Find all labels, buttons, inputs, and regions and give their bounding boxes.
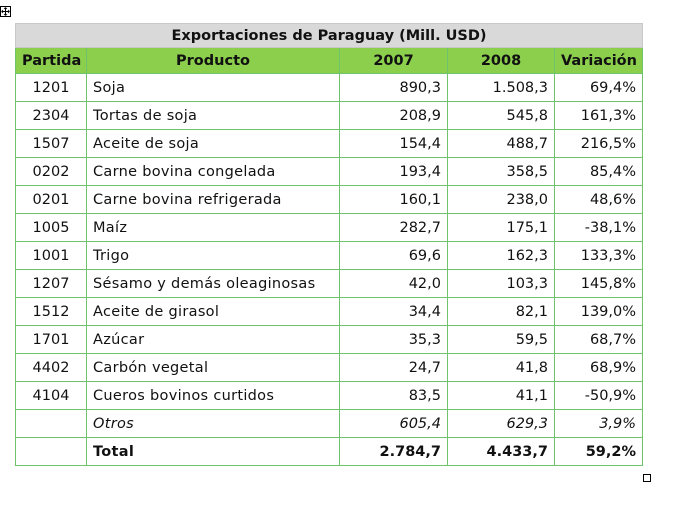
cell-2008: 162,3: [447, 241, 555, 270]
cell-producto: Otros: [86, 409, 340, 438]
column-header-partida: Partida: [15, 47, 87, 74]
cell-2008: 59,5: [447, 325, 555, 354]
cell-partida: 0202: [15, 157, 87, 186]
cell-variacion: 216,5%: [553, 129, 644, 158]
cell-2008: 103,3: [447, 269, 555, 298]
cell-2007: 2.784,7: [339, 437, 448, 466]
table-row: 2304 Tortas de soja 208,9 545,8 161,3%: [15, 101, 644, 130]
cell-2008: 545,8: [447, 101, 555, 130]
cell-partida: 4104: [15, 381, 87, 410]
cell-2007: 282,7: [339, 213, 448, 242]
column-header-producto: Producto: [86, 47, 340, 74]
table-move-handle-icon[interactable]: [0, 6, 11, 17]
cell-2007: 42,0: [339, 269, 448, 298]
cell-producto: Maíz: [86, 213, 340, 242]
cell-2007: 154,4: [339, 129, 448, 158]
table-row: 1201 Soja 890,3 1.508,3 69,4%: [15, 73, 644, 102]
cell-2008: 358,5: [447, 157, 555, 186]
cell-producto: Aceite de soja: [86, 129, 340, 158]
cell-variacion: -50,9%: [553, 381, 644, 410]
cell-producto: Azúcar: [86, 325, 340, 354]
cell-variacion: 68,7%: [553, 325, 644, 354]
exports-table: Exportaciones de Paraguay (Mill. USD) Pa…: [14, 23, 644, 466]
cell-partida: 1207: [15, 269, 87, 298]
table-resize-handle-icon[interactable]: [643, 474, 651, 482]
table-header-row: Partida Producto 2007 2008 Variación: [15, 47, 644, 74]
cell-producto: Cueros bovinos curtidos: [86, 381, 340, 410]
table-row: Otros 605,4 629,3 3,9%: [15, 409, 644, 438]
table-row: 1512 Aceite de girasol 34,4 82,1 139,0%: [15, 297, 644, 326]
cell-2007: 605,4: [339, 409, 448, 438]
cell-2008: 41,1: [447, 381, 555, 410]
cell-2008: 4.433,7: [447, 437, 555, 466]
cell-producto: Soja: [86, 73, 340, 102]
cell-variacion: 85,4%: [553, 157, 644, 186]
cell-partida: 1701: [15, 325, 87, 354]
column-header-2008: 2008: [447, 47, 555, 74]
cell-2008: 629,3: [447, 409, 555, 438]
table-row: 0202 Carne bovina congelada 193,4 358,5 85,4…: [15, 157, 644, 186]
cell-partida: 1005: [15, 213, 87, 242]
column-header-2007: 2007: [339, 47, 448, 74]
cell-2008: 82,1: [447, 297, 555, 326]
cell-producto: Trigo: [86, 241, 340, 270]
table-row: 1001 Trigo 69,6 162,3 133,3%: [15, 241, 644, 270]
cell-producto: Tortas de soja: [86, 101, 340, 130]
cell-variacion: 139,0%: [553, 297, 644, 326]
table-row: 1005 Maíz 282,7 175,1 -38,1%: [15, 213, 644, 242]
column-header-variacion: Variación: [553, 47, 644, 74]
cell-2008: 1.508,3: [447, 73, 555, 102]
cell-2007: 35,3: [339, 325, 448, 354]
cell-2008: 175,1: [447, 213, 555, 242]
cell-partida: [15, 437, 87, 466]
cell-partida: 1507: [15, 129, 87, 158]
cell-2008: 41,8: [447, 353, 555, 382]
cell-variacion: 48,6%: [553, 185, 644, 214]
cell-producto: Aceite de girasol: [86, 297, 340, 326]
table-row: 4402 Carbón vegetal 24,7 41,8 68,9%: [15, 353, 644, 382]
cell-partida: 1001: [15, 241, 87, 270]
table-row: 1507 Aceite de soja 154,4 488,7 216,5%: [15, 129, 644, 158]
table-row: 0201 Carne bovina refrigerada 160,1 238,0 48…: [15, 185, 644, 214]
cell-variacion: 59,2%: [553, 437, 644, 466]
cell-producto: Carne bovina congelada: [86, 157, 340, 186]
cell-variacion: -38,1%: [553, 213, 644, 242]
cell-producto: Carbón vegetal: [86, 353, 340, 382]
cell-2007: 160,1: [339, 185, 448, 214]
cell-partida: 0201: [15, 185, 87, 214]
cell-partida: 1512: [15, 297, 87, 326]
cell-producto: Sésamo y demás oleaginosas: [86, 269, 340, 298]
cell-2008: 488,7: [447, 129, 555, 158]
table-row: 1207 Sésamo y demás oleaginosas 42,0 103,3 1…: [15, 269, 644, 298]
cell-2007: 193,4: [339, 157, 448, 186]
cell-variacion: 145,8%: [553, 269, 644, 298]
cell-partida: 2304: [15, 101, 87, 130]
cell-variacion: 161,3%: [553, 101, 644, 130]
table-body: 1201 Soja 890,3 1.508,3 69,4% 2304 Tortas de s…: [15, 73, 644, 466]
cell-producto: Carne bovina refrigerada: [86, 185, 340, 214]
cell-producto: Total: [86, 437, 340, 466]
cell-partida: [15, 409, 87, 438]
cell-variacion: 3,9%: [553, 409, 644, 438]
cell-variacion: 69,4%: [553, 73, 644, 102]
table-row: Total 2.784,7 4.433,7 59,2%: [15, 437, 644, 466]
cell-variacion: 133,3%: [553, 241, 644, 270]
cell-2007: 24,7: [339, 353, 448, 382]
cell-partida: 4402: [15, 353, 87, 382]
cell-2008: 238,0: [447, 185, 555, 214]
table-row: 1701 Azúcar 35,3 59,5 68,7%: [15, 325, 644, 354]
cell-2007: 69,6: [339, 241, 448, 270]
table-title: Exportaciones de Paraguay (Mill. USD): [14, 23, 644, 48]
table-row: 4104 Cueros bovinos curtidos 83,5 41,1 -50,9…: [15, 381, 644, 410]
cell-2007: 208,9: [339, 101, 448, 130]
cell-2007: 34,4: [339, 297, 448, 326]
table-title-row: Exportaciones de Paraguay (Mill. USD): [14, 23, 644, 48]
cell-partida: 1201: [15, 73, 87, 102]
cell-2007: 890,3: [339, 73, 448, 102]
cell-variacion: 68,9%: [553, 353, 644, 382]
cell-2007: 83,5: [339, 381, 448, 410]
